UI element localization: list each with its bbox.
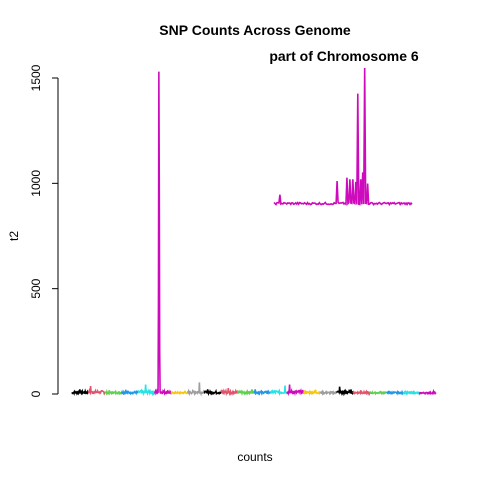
- y-tick-label: 500: [29, 278, 43, 298]
- genome-segment-line: [352, 389, 371, 397]
- y-tick-label: 1000: [29, 170, 43, 197]
- genome-segment-line: [269, 385, 288, 397]
- genome-segment-line: [302, 389, 321, 396]
- genome-segment-line: [319, 389, 338, 397]
- inset-title: part of Chromosome 6: [269, 48, 419, 64]
- genome-segment-line: [153, 71, 173, 396]
- y-tick-label: 1500: [29, 64, 43, 91]
- x-axis-label: counts: [237, 450, 272, 464]
- genome-segment-line: [418, 388, 437, 396]
- genome-segment-line: [236, 388, 255, 397]
- genome-segment-line: [137, 384, 156, 397]
- genome-segment-line: [87, 385, 106, 396]
- inset-line: [273, 67, 413, 207]
- y-ticks: 0 500 1000 1500: [29, 64, 58, 397]
- genome-segment-line: [170, 390, 189, 396]
- genome-segment-line: [104, 388, 123, 396]
- inset-group: [273, 67, 413, 207]
- genome-segment-line: [402, 389, 420, 396]
- genome-segment-line: [253, 389, 272, 396]
- series-group: [71, 71, 437, 397]
- genome-segment-line: [220, 387, 239, 397]
- genome-segment-line: [187, 382, 205, 397]
- genome-segment-line: [120, 389, 139, 396]
- y-axis-label: t2: [7, 231, 21, 241]
- genome-segment-line: [386, 389, 404, 396]
- genome-segment-line: [286, 384, 305, 397]
- y-tick-label: 0: [29, 390, 43, 397]
- genome-segment-line: [203, 388, 222, 397]
- chart-title: SNP Counts Across Genome: [159, 22, 351, 38]
- genome-segment-line: [369, 390, 387, 396]
- genome-segment-line: [335, 386, 355, 397]
- genome-segment-line: [71, 388, 89, 397]
